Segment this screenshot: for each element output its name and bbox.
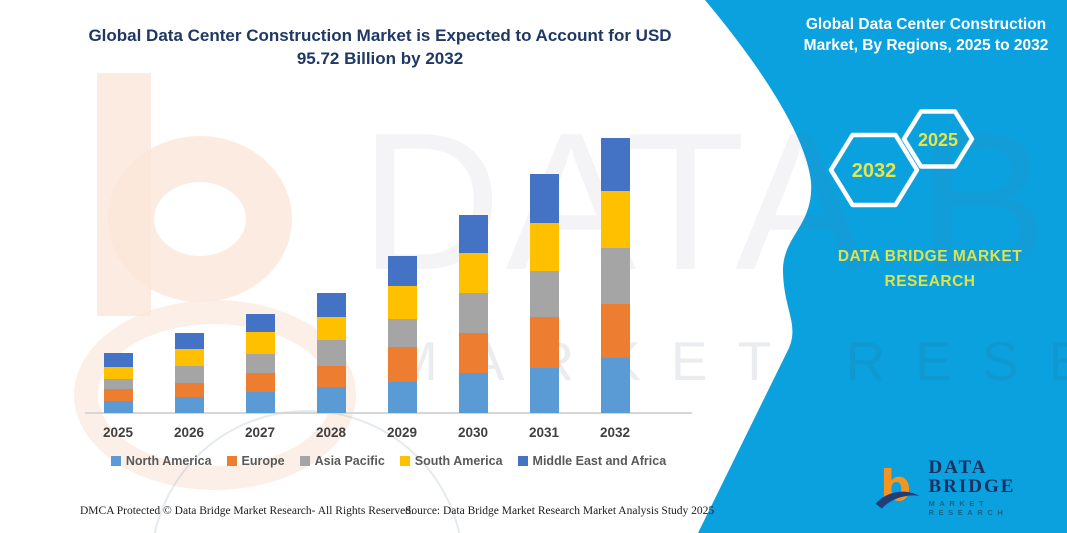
legend-swatch-europe (226, 456, 237, 466)
bar-segment-middle-east-and-africa (316, 293, 346, 318)
legend-swatch-asia-pacific (299, 456, 310, 466)
bar-2028 (316, 293, 346, 413)
bar-segment-north-america (174, 396, 204, 413)
bar-segment-south-america (103, 366, 133, 380)
x-axis-label-2028: 2028 (315, 425, 347, 440)
x-axis-label-2026: 2026 (173, 425, 205, 440)
company-logo: b DATA BRIDGE MARKET RESEARCH (874, 458, 1067, 517)
hexagon-2025-label: 2025 (918, 130, 958, 150)
brand-text-line1: DATA BRIDGE MARKET (837, 248, 1023, 265)
chart-title-line1: Global Data Center Construction Market i… (88, 26, 672, 45)
x-axis-label-2029: 2029 (386, 425, 418, 440)
bar-segment-asia-pacific (387, 318, 417, 347)
bar-2026 (174, 333, 204, 413)
bar-segment-middle-east-and-africa (529, 174, 559, 224)
legend-label-asia-pacific: Asia Pacific (314, 454, 385, 468)
bar-segment-middle-east-and-africa (600, 137, 630, 191)
bar-segment-south-america (387, 285, 417, 319)
bar-segment-asia-pacific (316, 340, 346, 367)
legend-swatch-middle-east-and-africa (517, 456, 528, 466)
bar-segment-middle-east-and-africa (245, 313, 275, 333)
bar-segment-south-america (529, 223, 559, 271)
bar-2031 (529, 174, 559, 413)
bar-segment-europe (387, 346, 417, 383)
logo-text: DATA BRIDGE MARKET RESEARCH (928, 458, 1067, 517)
bar-segment-europe (458, 333, 488, 373)
bar-2029 (387, 255, 417, 413)
side-panel-heading-line1: Global Data Center Construction (805, 16, 1047, 33)
bar-segment-europe (316, 366, 346, 388)
bar-segment-europe (103, 389, 133, 402)
bar-segment-asia-pacific (174, 365, 204, 383)
legend-label-europe: Europe (241, 454, 285, 468)
bar-segment-europe (174, 382, 204, 397)
chart-title: Global Data Center Construction Market i… (40, 24, 720, 70)
legend-swatch-north-america (110, 456, 121, 466)
logo-swoosh (875, 491, 920, 509)
bar-segment-north-america (245, 392, 275, 413)
legend-item-europe: Europe (226, 454, 285, 468)
bar-segment-south-america (600, 190, 630, 248)
legend-label-north-america: North America (125, 454, 212, 468)
bar-segment-middle-east-and-africa (103, 353, 133, 367)
bar-segment-asia-pacific (458, 293, 488, 333)
bar-2032 (600, 137, 630, 413)
side-panel-heading: Global Data Center Construction Market, … (790, 14, 1062, 56)
legend-item-south-america: South America (399, 454, 503, 468)
legend-item-asia-pacific: Asia Pacific (299, 454, 385, 468)
legend-item-north-america: North America (110, 454, 212, 468)
logo-subtitle: MARKET RESEARCH (928, 499, 1008, 517)
bar-segment-europe (529, 316, 559, 369)
logo-name: DATA BRIDGE (928, 457, 1016, 497)
legend-label-south-america: South America (414, 454, 503, 468)
legend-item-middle-east-and-africa: Middle East and Africa (517, 454, 667, 468)
bar-segment-europe (245, 373, 275, 393)
bar-segment-north-america (600, 357, 630, 413)
bar-segment-middle-east-and-africa (174, 333, 204, 350)
side-panel-shape-path (698, 0, 1067, 533)
bar-segment-europe (600, 303, 630, 358)
chart-legend: North America Europe Asia Pacific South Ame… (85, 454, 692, 468)
bar-segment-asia-pacific (600, 247, 630, 304)
bar-segment-middle-east-and-africa (387, 255, 417, 286)
hexagon-2025 (901, 109, 975, 169)
footer-dmca: DMCA Protected © Data Bridge Market Rese… (80, 505, 414, 517)
bar-segment-north-america (529, 368, 559, 413)
logo-b-icon: b (875, 461, 920, 511)
chart-title-line2: 95.72 Billion by 2032 (296, 49, 464, 68)
hexagon-2032-label: 2032 (852, 160, 897, 182)
x-axis-line (85, 412, 692, 414)
bar-segment-south-america (174, 349, 204, 366)
brand-text-line2: RESEARCH (884, 273, 976, 290)
bar-segment-middle-east-and-africa (458, 214, 488, 253)
bar-segment-south-america (316, 317, 346, 341)
bar-segment-north-america (103, 401, 133, 413)
x-axis-label-2031: 2031 (528, 425, 560, 440)
bar-2027 (245, 313, 275, 413)
year-hexagons: 2032 2025 (828, 109, 975, 208)
legend-label-middle-east-and-africa: Middle East and Africa (532, 454, 667, 468)
bar-segment-south-america (458, 252, 488, 294)
bar-segment-north-america (458, 372, 488, 413)
brand-text: DATA BRIDGE MARKET RESEARCH (795, 244, 1065, 294)
x-axis-label-2027: 2027 (244, 425, 276, 440)
footer-source: Source: Data Bridge Market Research Mark… (405, 505, 715, 517)
hexagon-2032 (828, 132, 920, 208)
bar-segment-asia-pacific (529, 270, 559, 317)
bar-segment-asia-pacific (103, 379, 133, 390)
bar-2030 (458, 214, 488, 413)
x-axis-label-2032: 2032 (599, 425, 631, 440)
x-axis-label-2025: 2025 (102, 425, 134, 440)
x-axis-label-2030: 2030 (457, 425, 489, 440)
legend-swatch-south-america (399, 456, 410, 466)
bar-segment-asia-pacific (245, 353, 275, 373)
side-panel-heading-line2: Market, By Regions, 2025 to 2032 (803, 37, 1049, 54)
bar-segment-north-america (316, 387, 346, 413)
bar-2025 (103, 353, 133, 413)
bar-segment-north-america (387, 382, 417, 413)
bar-segment-south-america (245, 332, 275, 354)
